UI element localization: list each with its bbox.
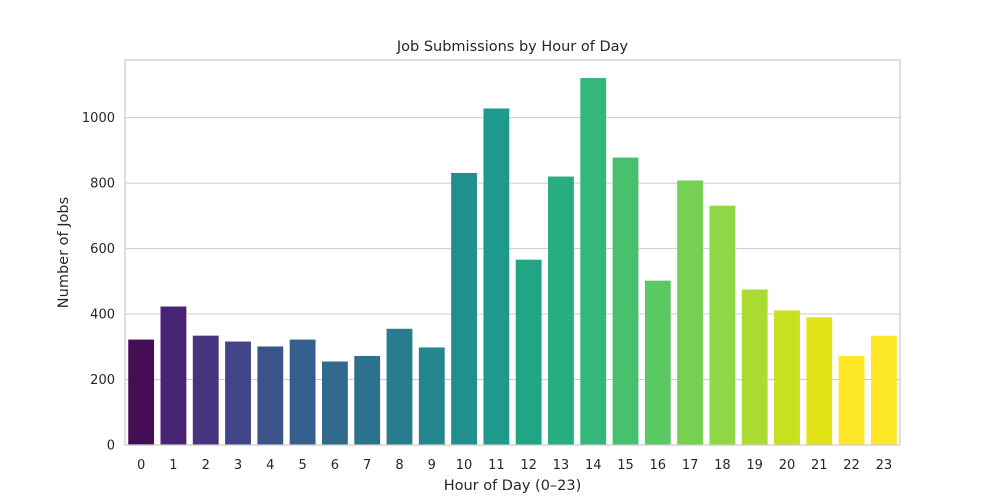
x-tick-label: 11 xyxy=(488,458,505,473)
plot-frame xyxy=(124,59,901,446)
y-tick-label: 400 xyxy=(90,308,115,323)
x-tick-label: 2 xyxy=(202,458,210,473)
x-tick-label: 5 xyxy=(298,458,306,473)
x-tick-label: 17 xyxy=(682,458,699,473)
bar-hour-9 xyxy=(418,347,445,445)
bar-hour-13 xyxy=(548,176,574,446)
bar-hour-21 xyxy=(806,317,833,445)
x-tick-label: 23 xyxy=(876,458,893,473)
x-tick-label: 10 xyxy=(456,458,473,473)
x-tick-label: 22 xyxy=(843,458,860,473)
x-tick-label: 6 xyxy=(331,458,339,473)
y-tick-label: 0 xyxy=(107,439,115,454)
x-tick-labels: 0 1 2 3 4 5 6 7 8 9 10 11 12 13 14 15 16 17 18 19 20 21 22 23 xyxy=(137,458,892,473)
x-tick-label: 3 xyxy=(234,458,242,473)
x-tick-label: 0 xyxy=(137,458,145,473)
bar-hour-10 xyxy=(451,172,477,446)
x-tick-label: 19 xyxy=(746,458,763,473)
bar-hour-0 xyxy=(128,339,155,445)
x-tick-label: 9 xyxy=(428,458,436,473)
x-tick-label: 20 xyxy=(779,458,796,473)
bar-hour-12 xyxy=(515,259,542,445)
bar-hour-4 xyxy=(257,346,284,445)
chart-title: Job Submissions by Hour of Day xyxy=(396,39,629,55)
bar-hour-2 xyxy=(192,335,219,445)
x-tick-label: 13 xyxy=(553,458,570,473)
x-tick-label: 4 xyxy=(266,458,274,473)
bar-hour-1 xyxy=(160,306,187,445)
x-tick-label: 7 xyxy=(363,458,371,473)
y-tick-label: 800 xyxy=(90,177,115,192)
bar-hour-11 xyxy=(483,108,510,445)
x-tick-label: 1 xyxy=(169,458,177,473)
bar-hour-19 xyxy=(741,289,768,445)
x-tick-label: 21 xyxy=(811,458,828,473)
bars xyxy=(128,78,897,446)
x-tick-label: 14 xyxy=(585,458,602,473)
x-tick-label: 12 xyxy=(520,458,537,473)
y-tick-label: 200 xyxy=(90,373,115,388)
bar-hour-8 xyxy=(386,328,413,445)
bar-hour-18 xyxy=(709,205,736,445)
x-tick-label: 18 xyxy=(714,458,731,473)
bar-hour-17 xyxy=(677,180,704,445)
y-tick-label: 600 xyxy=(90,242,115,257)
x-tick-label: 15 xyxy=(617,458,634,473)
x-tick-label: 16 xyxy=(650,458,667,473)
bar-hour-15 xyxy=(612,157,639,446)
x-tick-label: 8 xyxy=(395,458,403,473)
bar-hour-6 xyxy=(321,361,348,445)
bar-hour-3 xyxy=(225,341,251,445)
bar-hour-14 xyxy=(580,78,607,445)
x-axis-title: Hour of Day (0–23) xyxy=(444,478,582,494)
y-tick-label: 1000 xyxy=(82,111,115,126)
bar-hour-23 xyxy=(870,335,897,445)
bar-hour-7 xyxy=(354,355,381,445)
bar-hour-22 xyxy=(838,355,865,445)
bar-hour-20 xyxy=(774,310,800,445)
bar-hour-16 xyxy=(644,280,671,445)
bar-hour-5 xyxy=(289,339,316,445)
y-tick-labels: 0 200 400 600 800 1000 xyxy=(82,111,115,453)
y-axis-title: Number of Jobs xyxy=(56,197,72,308)
